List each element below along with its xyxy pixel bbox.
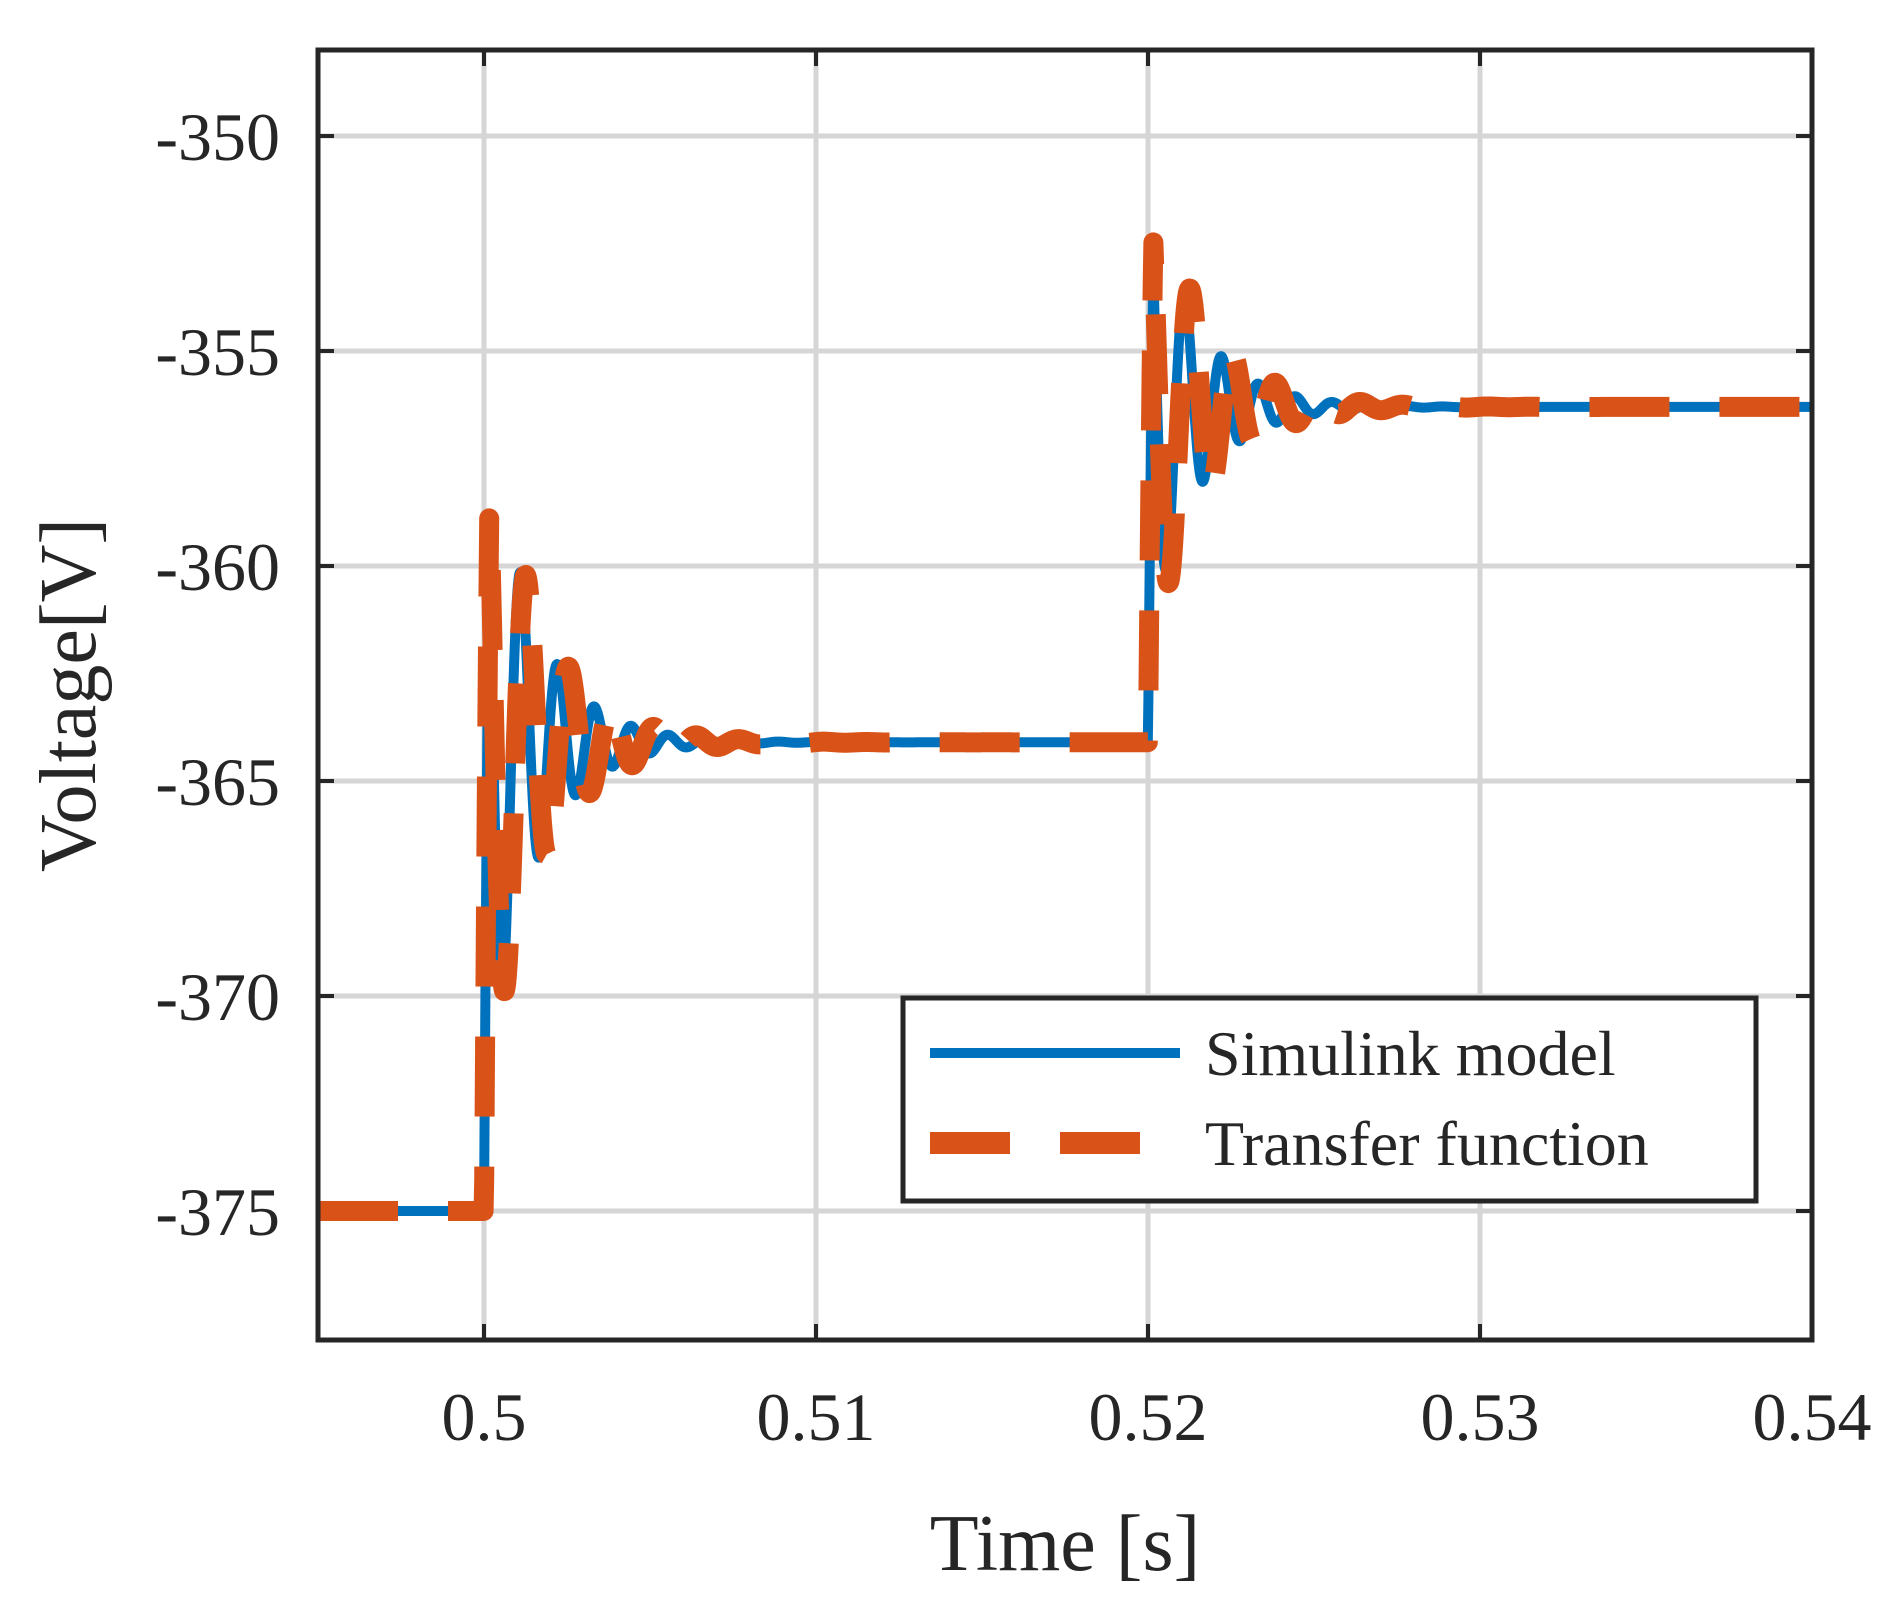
series-line-transfer-function (318, 232, 1812, 1221)
y-axis-label: Voltage[V] (25, 518, 113, 872)
y-tick-label: -370 (155, 959, 280, 1035)
series-layer (318, 232, 1812, 1221)
x-tick-label: 0.51 (757, 1379, 876, 1455)
x-tick-label: 0.54 (1753, 1379, 1872, 1455)
legend: Simulink model Transfer function (900, 995, 1759, 1204)
legend-label-transfer-function: Transfer function (1205, 1108, 1649, 1179)
y-tick-label: -350 (155, 99, 280, 175)
legend-box (900, 995, 1759, 1204)
x-tick-label: 0.52 (1089, 1379, 1208, 1455)
y-tick-label: -375 (155, 1174, 280, 1250)
legend-label-simulink-model: Simulink model (1205, 1018, 1616, 1089)
x-axis-label: Time [s] (930, 1500, 1200, 1588)
tick-labels: 0.5 0.51 0.52 0.53 0.54 -350 -355 -360 -365 -370 -… (155, 99, 1871, 1455)
x-tick-label: 0.53 (1421, 1379, 1540, 1455)
y-tick-label: -355 (155, 314, 280, 390)
plot-frame (315, 47, 1815, 1343)
y-tick-label: -365 (155, 744, 280, 820)
tick-marks (318, 50, 1814, 1340)
x-tick-label: 0.5 (442, 1379, 527, 1455)
y-tick-label: -360 (155, 529, 280, 605)
